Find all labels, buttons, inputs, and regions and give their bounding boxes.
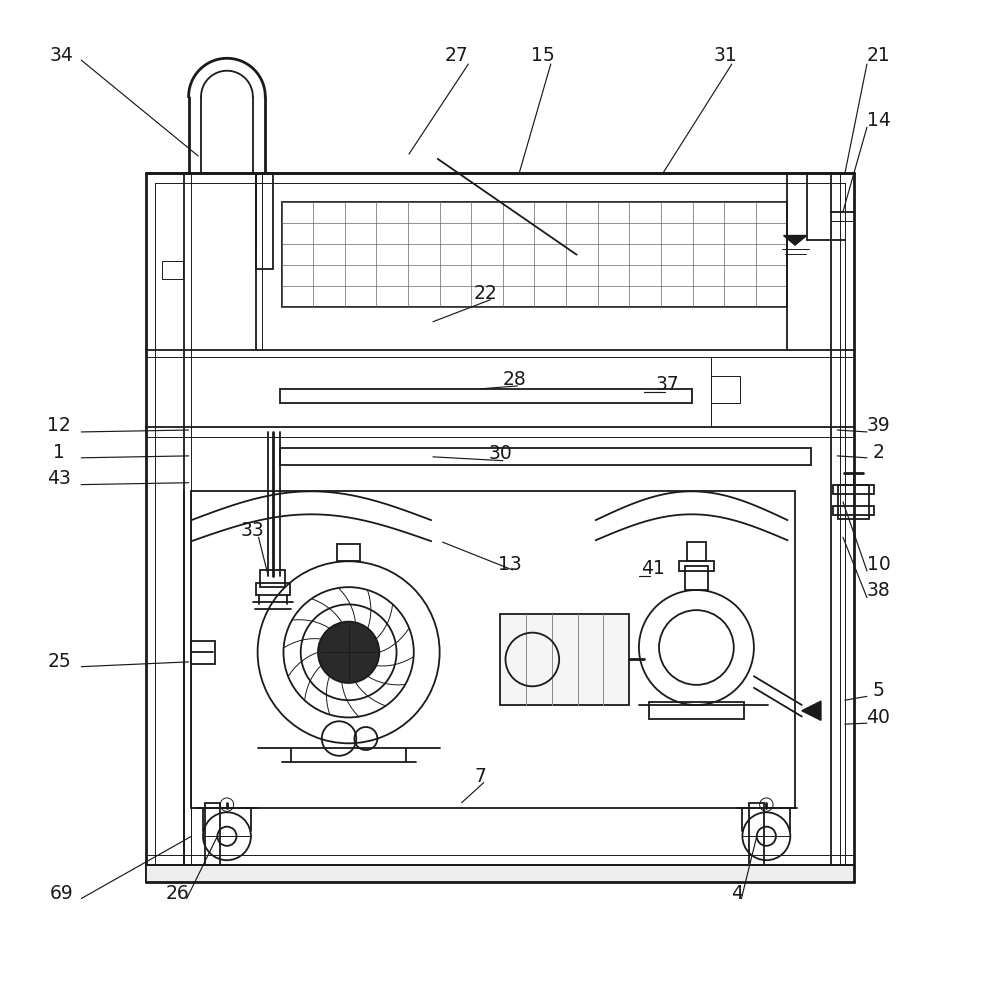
Text: 26: 26 [165, 884, 189, 903]
Polygon shape [784, 236, 807, 246]
Bar [260, 570, 285, 587]
Text: 13: 13 [498, 555, 521, 574]
Text: 69: 69 [49, 884, 73, 903]
Text: 41: 41 [641, 560, 665, 579]
Text: 2: 2 [873, 442, 884, 461]
Text: 4: 4 [731, 884, 743, 903]
Text: 33: 33 [241, 521, 265, 540]
Text: 27: 27 [445, 46, 469, 65]
Bar [833, 485, 874, 494]
Bar [282, 202, 787, 307]
Text: 21: 21 [867, 46, 890, 65]
Text: 43: 43 [47, 469, 71, 488]
Bar [162, 261, 183, 278]
Text: 37: 37 [656, 374, 680, 393]
Bar [146, 865, 854, 882]
Text: 15: 15 [531, 46, 555, 65]
Bar [280, 389, 692, 403]
Text: 1: 1 [53, 442, 65, 461]
Bar [838, 485, 869, 519]
Text: 12: 12 [47, 416, 71, 435]
Text: 40: 40 [867, 708, 890, 727]
Bar [649, 703, 744, 720]
Text: 7: 7 [475, 767, 487, 786]
Bar [191, 491, 795, 807]
Text: 34: 34 [49, 46, 73, 65]
Text: 5: 5 [873, 681, 884, 701]
Text: 28: 28 [502, 369, 526, 389]
Text: 39: 39 [867, 416, 890, 435]
Polygon shape [802, 702, 821, 721]
Bar [205, 802, 220, 865]
Text: 30: 30 [488, 444, 512, 463]
Text: 14: 14 [867, 111, 890, 130]
Text: 22: 22 [474, 283, 498, 302]
Bar [687, 542, 706, 561]
Circle shape [318, 622, 379, 683]
Text: 25: 25 [47, 653, 71, 672]
Bar [685, 566, 708, 590]
Text: 31: 31 [713, 46, 737, 65]
Bar [833, 506, 874, 515]
Bar [500, 614, 629, 705]
Text: 10: 10 [867, 555, 890, 574]
Text: 38: 38 [867, 582, 890, 601]
Bar [337, 544, 360, 561]
Bar [191, 641, 215, 664]
Bar [280, 448, 811, 465]
Bar [256, 583, 290, 595]
Bar [749, 802, 764, 865]
Bar [256, 174, 273, 269]
Bar [679, 561, 714, 571]
Bar [711, 376, 740, 403]
